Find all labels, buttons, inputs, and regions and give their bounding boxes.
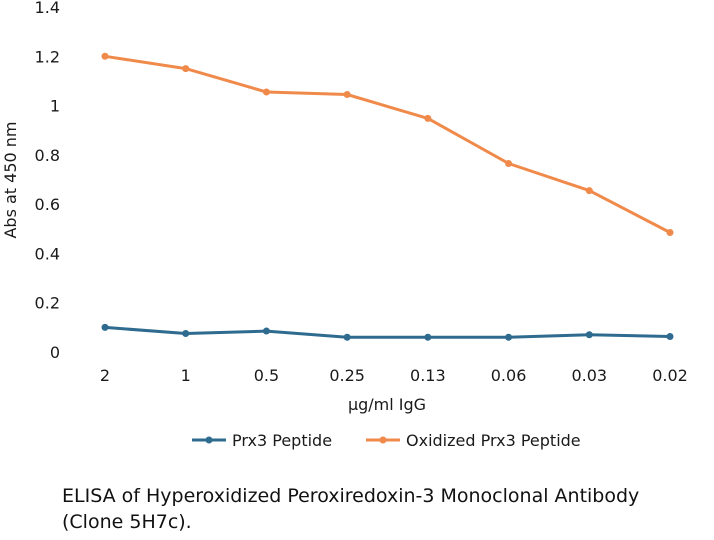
legend-marker — [379, 436, 387, 444]
legend-label: Oxidized Prx3 Peptide — [406, 431, 581, 450]
data-point — [343, 90, 351, 98]
y-tick-label: 0.6 — [35, 195, 60, 214]
y-tick-label: 0.8 — [35, 146, 60, 165]
data-point — [262, 88, 270, 96]
x-tick-label: 1 — [181, 366, 191, 385]
data-point — [182, 65, 190, 73]
data-point — [505, 159, 513, 167]
series-line-1 — [103, 325, 672, 339]
x-axis-ticks: 2 1 0.5 0.25 0.13 0.06 0.03 0.02 — [100, 366, 688, 385]
x-tick-label: 0.03 — [571, 366, 607, 385]
data-point — [505, 333, 513, 341]
y-tick-label: 0.4 — [35, 244, 60, 263]
data-point — [424, 114, 432, 122]
y-tick-label: 1 — [50, 97, 60, 116]
y-tick-label: 0.2 — [35, 294, 60, 313]
data-point — [666, 332, 674, 340]
x-tick-label: 0.5 — [254, 366, 279, 385]
data-point — [585, 187, 593, 195]
y-axis-label: Abs at 450 nm — [1, 121, 20, 238]
x-tick-label: 2 — [100, 366, 110, 385]
y-axis-ticks: 0 0.2 0.4 0.6 0.8 1 1.2 1.4 — [35, 0, 60, 362]
legend-marker — [205, 436, 213, 444]
x-tick-label: 0.02 — [652, 366, 688, 385]
data-point — [182, 330, 190, 338]
x-tick-label: 0.06 — [491, 366, 527, 385]
data-point — [585, 331, 593, 339]
figure-caption: ELISA of Hyperoxidized Peroxiredoxin-3 M… — [62, 485, 640, 533]
y-tick-label: 0 — [50, 343, 60, 362]
y-tick-label: 1.2 — [35, 47, 60, 66]
data-point — [101, 52, 109, 60]
data-point — [424, 333, 432, 341]
legend-label: Prx3 Peptide — [232, 431, 332, 450]
data-point — [343, 333, 351, 341]
elisa-line-chart: 0 0.2 0.4 0.6 0.8 1 1.2 1.4 2 1 0.5 0.25 0.13 0.06 0.… — [1, 0, 688, 450]
data-point — [262, 327, 270, 335]
data-point — [101, 323, 109, 331]
x-axis-label: µg/ml IgG — [348, 395, 426, 414]
data-point — [666, 228, 674, 236]
y-tick-label: 1.4 — [35, 0, 60, 17]
legend: Prx3 Peptide Oxidized Prx3 Peptide — [192, 431, 581, 450]
series-layer — [101, 52, 674, 341]
series-line-2 — [103, 54, 672, 234]
x-tick-label: 0.13 — [410, 366, 446, 385]
x-tick-label: 0.25 — [329, 366, 365, 385]
